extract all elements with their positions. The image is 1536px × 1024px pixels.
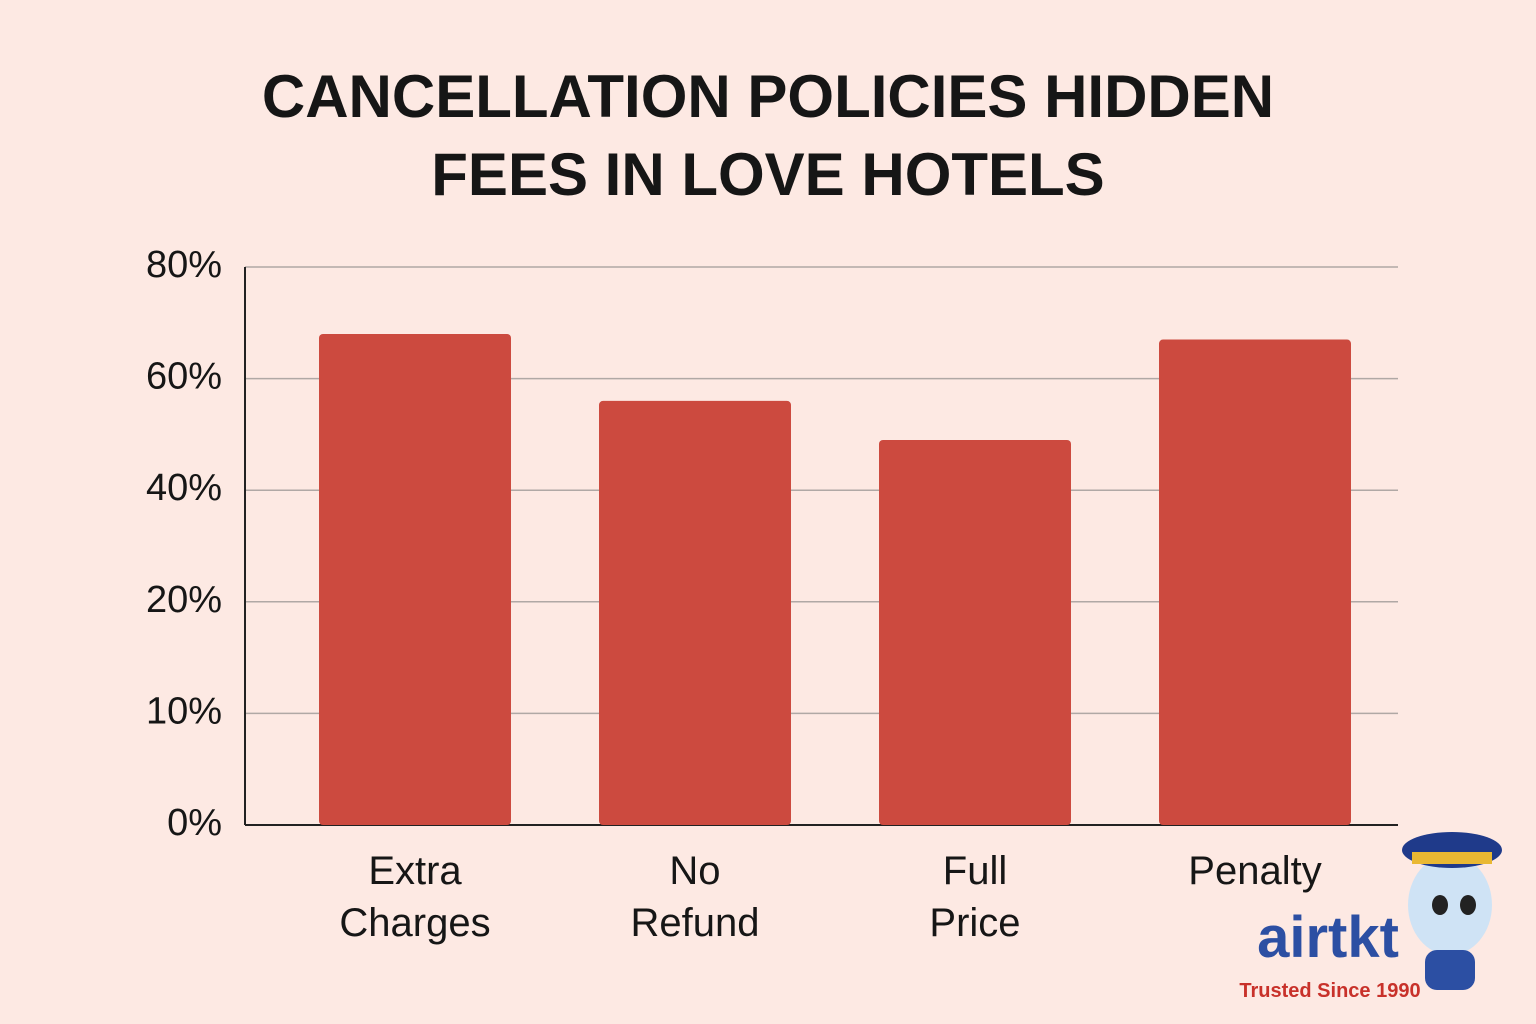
y-tick-label: 60% (146, 356, 222, 398)
bar (1159, 339, 1351, 825)
x-tick-label: Extra Charges (339, 849, 491, 945)
x-tick-label: Full Price (929, 849, 1021, 945)
bar (879, 439, 1071, 825)
y-tick-label: 20% (146, 579, 222, 621)
bar (319, 333, 511, 825)
logo-tagline: Trusted Since 1990 (1239, 980, 1420, 1002)
x-tick-label: No Refund (630, 849, 760, 945)
y-tick-label: 0% (167, 802, 222, 844)
chart-title: CANCELLATION POLICIES HIDDEN FEES IN LOV… (261, 63, 1275, 208)
y-tick-label: 10% (146, 690, 222, 732)
y-tick-label: 40% (146, 467, 222, 509)
y-tick-label: 80% (146, 244, 222, 286)
x-tick-label: Penalty (1188, 849, 1322, 893)
mascot (1402, 832, 1502, 990)
logo-text: airtkt (1257, 905, 1399, 970)
bar (599, 400, 791, 825)
